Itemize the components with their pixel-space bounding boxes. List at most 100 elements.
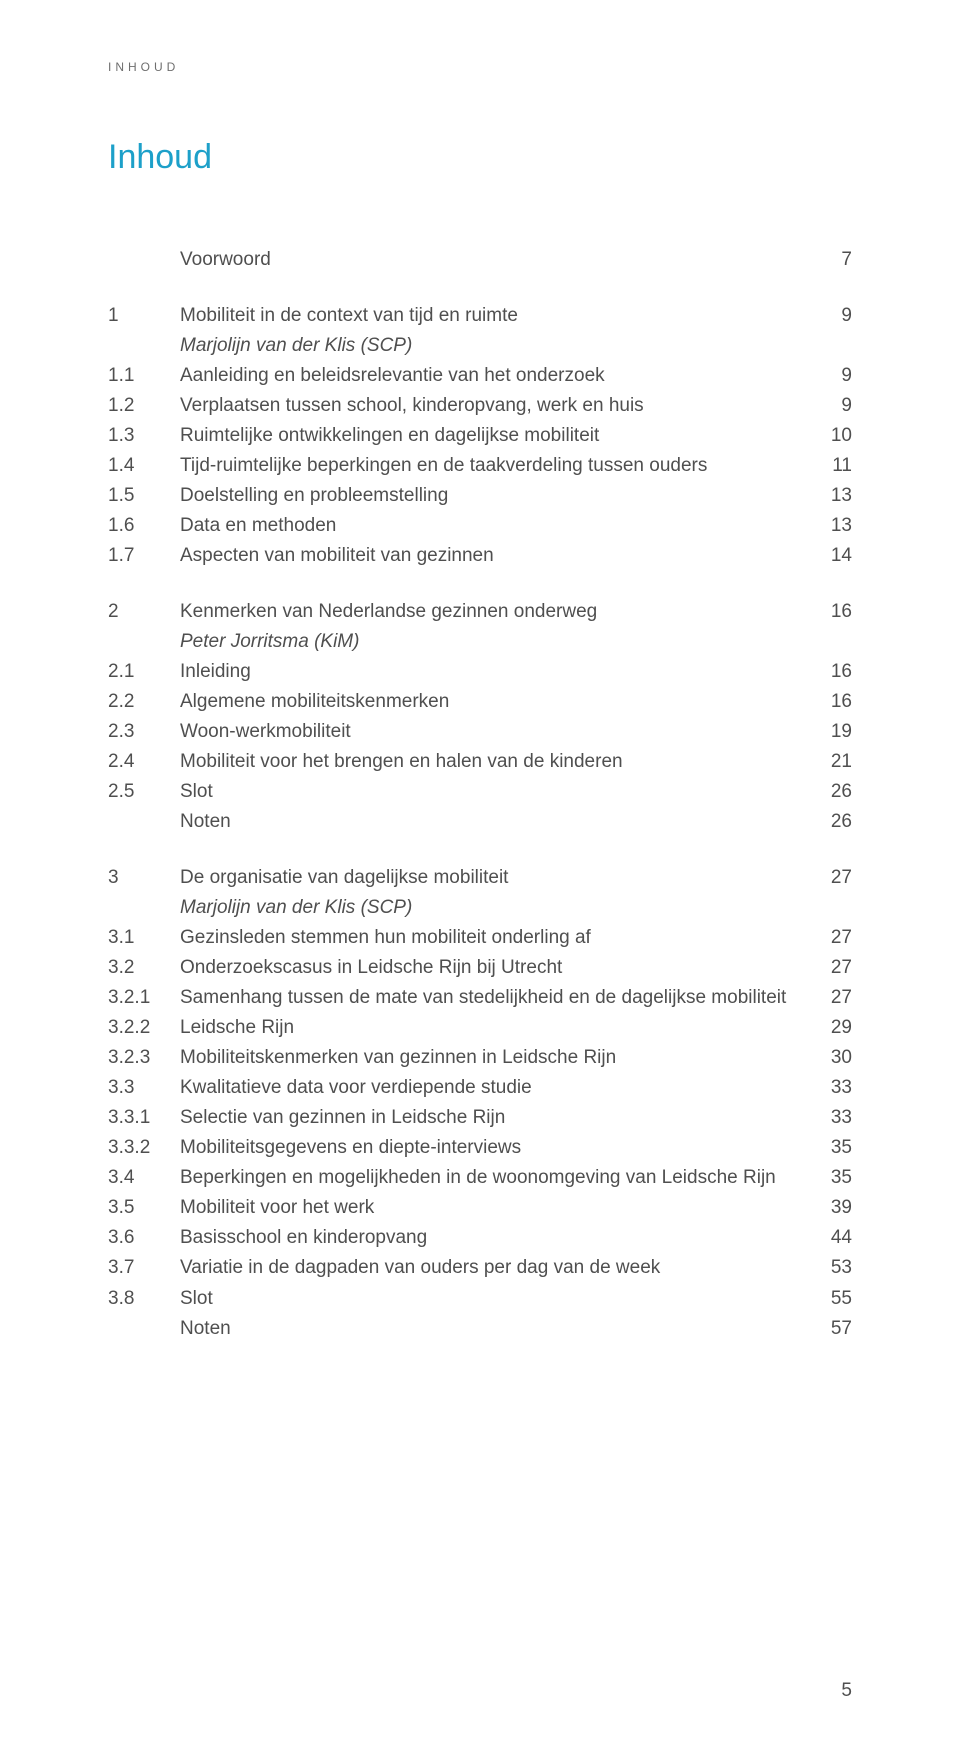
toc-entry-page: 9 [824, 361, 852, 391]
toc-entry: 3.3.2Mobiliteitsgegevens en diepte-inter… [108, 1133, 852, 1163]
toc-entry-page: 27 [824, 923, 852, 953]
toc-entry-label: Samenhang tussen de mate van stedelijkhe… [180, 983, 824, 1013]
toc-entry-label: Noten [180, 1314, 824, 1344]
toc-entry-label: Kwalitatieve data voor verdiepende studi… [180, 1073, 824, 1103]
toc-entry-label: Gezinsleden stemmen hun mobiliteit onder… [180, 923, 824, 953]
toc-entry-number: 3.3.2 [108, 1133, 180, 1163]
toc-entry: Voorwoord7 [108, 245, 852, 275]
toc-entry-label: Woon-werkmobiliteit [180, 717, 824, 747]
toc-entry-label: Variatie in de dagpaden van ouders per d… [180, 1253, 824, 1283]
toc-entry-label: Slot [180, 1284, 824, 1314]
toc-entry-label: Data en methoden [180, 511, 824, 541]
toc-entry-number: 2.5 [108, 777, 180, 807]
toc-entry-label: Verplaatsen tussen school, kinderopvang,… [180, 391, 824, 421]
running-header: INHOUD [108, 60, 852, 74]
toc-entry-number: 3.1 [108, 923, 180, 953]
toc-entry-page: 44 [824, 1223, 852, 1253]
toc-entry-number: 2.4 [108, 747, 180, 777]
toc-entry: 3.3.1Selectie van gezinnen in Leidsche R… [108, 1103, 852, 1133]
toc-entry-page: 9 [824, 301, 852, 331]
toc-entry-number: 1.3 [108, 421, 180, 451]
toc-entry: 1.6Data en methoden13 [108, 511, 852, 541]
toc-entry-label: Noten [180, 807, 824, 837]
toc-entry: 3.2Onderzoekscasus in Leidsche Rijn bij … [108, 953, 852, 983]
toc-entry-label: Leidsche Rijn [180, 1013, 824, 1043]
toc-entry-label: Doelstelling en probleemstelling [180, 481, 824, 511]
toc-entry-label: Onderzoekscasus in Leidsche Rijn bij Utr… [180, 953, 824, 983]
toc-entry-label: Ruimtelijke ontwikkelingen en dagelijkse… [180, 421, 824, 451]
toc-entry-number: 3.2.1 [108, 983, 180, 1013]
toc-entry-number: 3.3 [108, 1073, 180, 1103]
toc-entry-number: 1.6 [108, 511, 180, 541]
toc-entry-page: 26 [824, 807, 852, 837]
toc-entry-page: 35 [824, 1163, 852, 1193]
toc-entry-page: 33 [824, 1073, 852, 1103]
toc-entry-label: Tijd-ruimtelijke beperkingen en de taakv… [180, 451, 824, 481]
toc-entry-page: 27 [824, 983, 852, 1013]
toc-entry-page: 16 [824, 687, 852, 717]
toc-entry: 3.8Slot55 [108, 1284, 852, 1314]
toc-entry-label: Marjolijn van der Klis (SCP) [180, 331, 824, 361]
toc-entry: 1.1Aanleiding en beleidsrelevantie van h… [108, 361, 852, 391]
toc-entry-label: Aanleiding en beleidsrelevantie van het … [180, 361, 824, 391]
toc-entry-page: 39 [824, 1193, 852, 1223]
toc-entry-page: 33 [824, 1103, 852, 1133]
toc-entry-page: 9 [824, 391, 852, 421]
toc-entry-label: Kenmerken van Nederlandse gezinnen onder… [180, 597, 824, 627]
toc-entry: 3.6Basisschool en kinderopvang44 [108, 1223, 852, 1253]
toc-entry-page: 13 [824, 511, 852, 541]
toc-entry: 1.5Doelstelling en probleemstelling13 [108, 481, 852, 511]
toc-entry: 3.3Kwalitatieve data voor verdiepende st… [108, 1073, 852, 1103]
toc-entry: 3.5Mobiliteit voor het werk39 [108, 1193, 852, 1223]
toc-entry-label: Algemene mobiliteitskenmerken [180, 687, 824, 717]
toc-entry: 1.4Tijd-ruimtelijke beperkingen en de ta… [108, 451, 852, 481]
toc-entry: 1Mobiliteit in de context van tijd en ru… [108, 301, 852, 331]
toc-entry-label: Selectie van gezinnen in Leidsche Rijn [180, 1103, 824, 1133]
toc-entry: 2.4Mobiliteit voor het brengen en halen … [108, 747, 852, 777]
toc-entry: 2Kenmerken van Nederlandse gezinnen onde… [108, 597, 852, 627]
toc-entry: Peter Jorritsma (KiM) [108, 627, 852, 657]
toc-entry: 3.4Beperkingen en mogelijkheden in de wo… [108, 1163, 852, 1193]
toc-entry-page: 7 [824, 245, 852, 275]
toc-entry: Noten57 [108, 1314, 852, 1344]
toc-entry-label: Mobiliteit in de context van tijd en rui… [180, 301, 824, 331]
page-title: Inhoud [108, 138, 852, 177]
toc-entry-page: 30 [824, 1043, 852, 1073]
toc-entry: 3De organisatie van dagelijkse mobilitei… [108, 863, 852, 893]
toc-entry-page: 26 [824, 777, 852, 807]
toc-entry-number: 3.4 [108, 1163, 180, 1193]
toc-entry-page: 55 [824, 1284, 852, 1314]
toc-entry-label: Aspecten van mobiliteit van gezinnen [180, 541, 824, 571]
toc-entry: 3.2.3Mobiliteitskenmerken van gezinnen i… [108, 1043, 852, 1073]
toc-entry-number: 1.7 [108, 541, 180, 571]
section-gap [108, 571, 852, 597]
toc-entry-label: Basisschool en kinderopvang [180, 1223, 824, 1253]
toc-entry-number: 3.2.2 [108, 1013, 180, 1043]
toc-entry-number: 3.8 [108, 1284, 180, 1314]
toc-entry-number: 3.5 [108, 1193, 180, 1223]
toc-entry-number: 3.3.1 [108, 1103, 180, 1133]
toc-entry: 3.2.2Leidsche Rijn29 [108, 1013, 852, 1043]
toc-entry-number: 2.3 [108, 717, 180, 747]
toc-entry-number: 1.2 [108, 391, 180, 421]
section-gap [108, 275, 852, 301]
toc-entry: 1.7Aspecten van mobiliteit van gezinnen1… [108, 541, 852, 571]
toc-entry-number: 3.2 [108, 953, 180, 983]
toc-entry-number: 2.2 [108, 687, 180, 717]
toc-entry-number: 1.1 [108, 361, 180, 391]
toc-entry-number: 2.1 [108, 657, 180, 687]
toc-entry: 3.1Gezinsleden stemmen hun mobiliteit on… [108, 923, 852, 953]
toc-entry-number: 2 [108, 597, 180, 627]
toc-entry-number: 3 [108, 863, 180, 893]
toc-entry-page: 19 [824, 717, 852, 747]
toc-entry: Noten26 [108, 807, 852, 837]
toc-entry-label: Marjolijn van der Klis (SCP) [180, 893, 824, 923]
toc-entry-page: 27 [824, 953, 852, 983]
page-number: 5 [841, 1680, 852, 1702]
toc-entry-number: 3.6 [108, 1223, 180, 1253]
toc-entry-number: 1.5 [108, 481, 180, 511]
toc-entry: 3.7Variatie in de dagpaden van ouders pe… [108, 1253, 852, 1283]
toc-entry-page: 27 [824, 863, 852, 893]
toc-entry-number: 1.4 [108, 451, 180, 481]
toc-entry: 2.5Slot26 [108, 777, 852, 807]
